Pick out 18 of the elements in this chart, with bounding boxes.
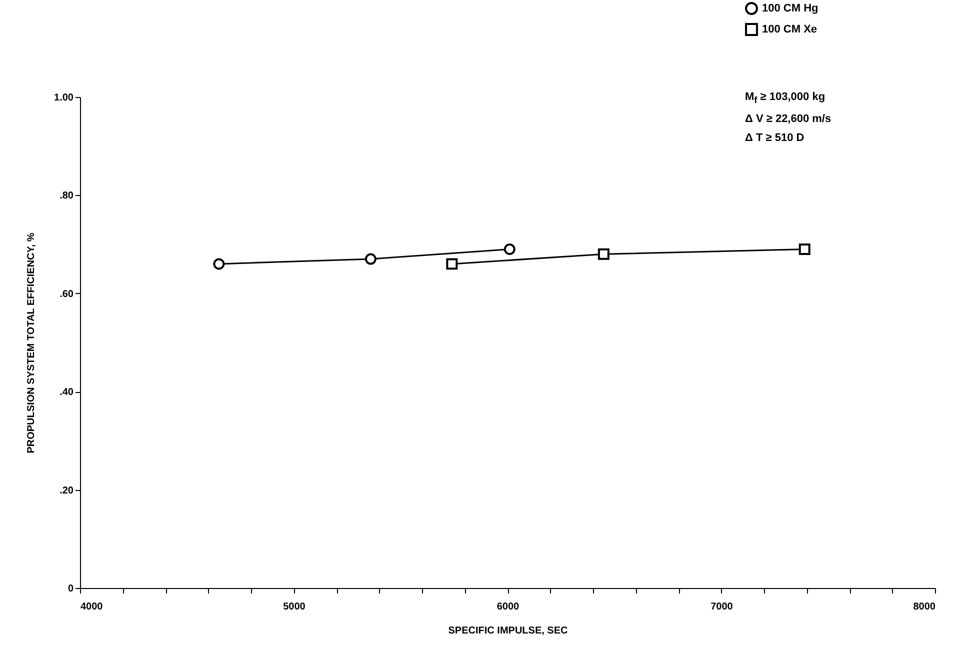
legend-label: 100 CM Xe (762, 24, 818, 36)
y-tick-label: 0 (68, 584, 74, 594)
y-tick-label: .20 (60, 485, 74, 496)
annotation: Δ V ≥ 22,600 m/s (745, 112, 832, 128)
x-axis-title: SPECIFIC IMPULSE, SEC (448, 626, 568, 636)
legend-label: 100 CM Hg (762, 2, 818, 14)
y-tick-label: .40 (60, 387, 74, 398)
x-tick-label: 7000 (710, 602, 734, 612)
x-tick-label: 5000 (283, 602, 306, 612)
x-tick-label: 6000 (496, 602, 520, 612)
y-tick-label: .60 (60, 288, 74, 300)
annotation: Δ T ≥ 510 D (745, 131, 806, 146)
y-tick-label: .80 (60, 190, 74, 202)
y-axis-title: PROPULSION SYSTEM TOTAL EFFICIENCY, % (26, 232, 38, 454)
y-tick-label: 1.00 (54, 92, 74, 104)
x-tick-label: 4000 (80, 602, 104, 612)
x-tick-label: 8000 (913, 602, 936, 612)
annotation: M$_{f}$ ≥ 103,000 kg (745, 90, 826, 108)
